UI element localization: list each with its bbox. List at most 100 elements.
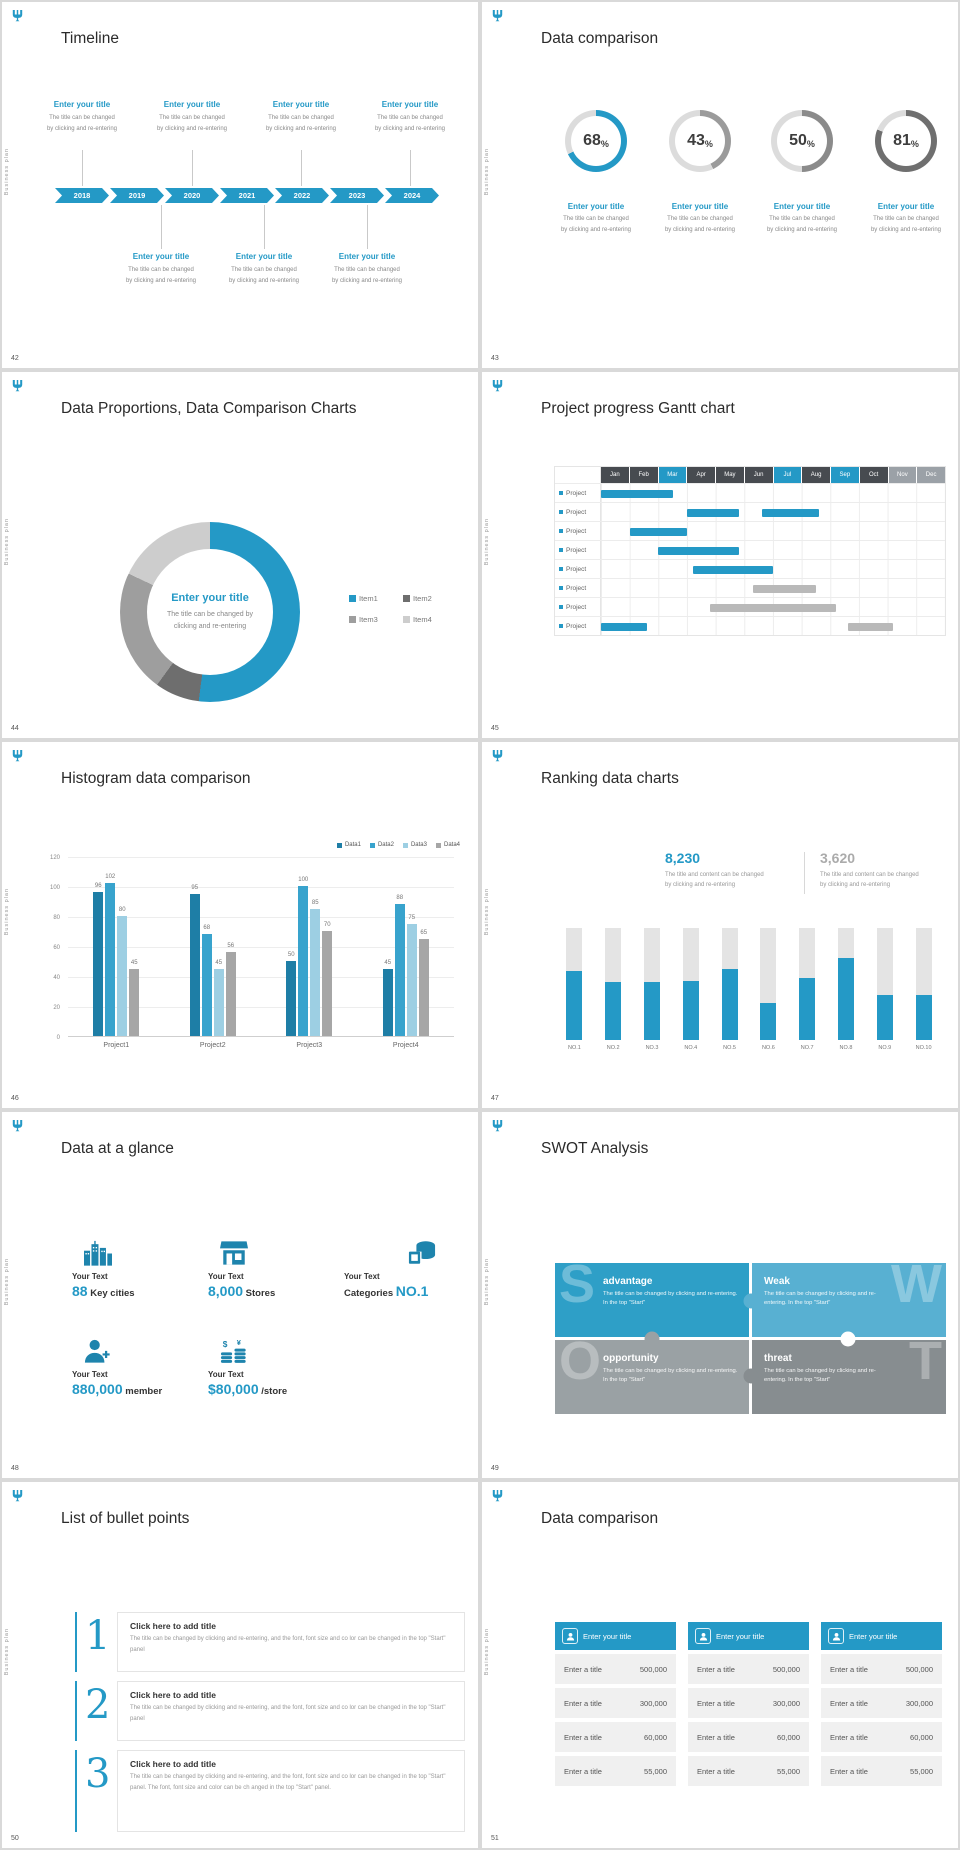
bar-group: 96 102 80 45 — [68, 857, 165, 1036]
bar: 65 — [418, 930, 429, 1036]
slide-histogram[interactable]: Business plan Histogram data comparison … — [2, 742, 478, 1108]
swot-body: The title can be changed by clicking and… — [764, 1368, 876, 1383]
kpi-desc: by clicking and re-entering — [870, 226, 942, 233]
swot-body: The title can be changed by clicking and… — [603, 1368, 738, 1383]
slide-donut-chart[interactable]: Business plan Data Proportions, Data Com… — [2, 372, 478, 738]
gantt-corner-cell — [555, 467, 601, 483]
data-row: Enter a title 60,000 — [555, 1722, 676, 1752]
gantt-row-label: Project — [555, 598, 601, 616]
kpi-title: Enter your title — [877, 202, 935, 211]
bar-value-label: 45 — [215, 959, 223, 966]
kpi-desc: by clicking and re-entering — [560, 226, 632, 233]
x-axis-label: Project1 — [103, 1042, 130, 1049]
bullet-item: 1 Click here to add title The title can be… — [75, 1612, 465, 1672]
progress-ring-unit: % — [910, 138, 919, 149]
stat-label: Your Text — [72, 1370, 108, 1379]
slide-title: SWOT Analysis — [541, 1140, 649, 1157]
donut-center: Enter your title The title can be changed… — [147, 549, 273, 675]
column-header: Enter your title — [555, 1622, 676, 1650]
bar-value-label: 75 — [408, 914, 416, 921]
swot-watermark-letter: T — [909, 1340, 942, 1391]
slide-gantt-chart[interactable]: Business plan Project progress Gantt cha… — [482, 372, 958, 738]
gantt-bar — [687, 508, 739, 517]
timeline-year-chevron: 2022 — [275, 188, 329, 203]
data-row-label: Enter a title — [564, 1766, 602, 1776]
bullet-square-icon — [559, 624, 563, 628]
legend-label: Data4 — [443, 842, 460, 848]
legend-item: Data2 — [369, 842, 394, 848]
ranking-stat-secondary: 3,620 The title and content can be change… — [820, 850, 919, 890]
gantt-row-label-text: Project — [566, 527, 587, 535]
gantt-row-grid — [601, 617, 945, 635]
bar: 80 — [117, 907, 128, 1036]
slide-bullet-points[interactable]: Business plan List of bullet points 1 Cli… — [2, 1482, 478, 1848]
data-row-label: Enter a title — [830, 1664, 868, 1674]
stat-unit: Categories — [344, 1288, 396, 1299]
bullet-heading: Click here to add title — [130, 1690, 216, 1700]
y-axis-label: 120 — [49, 855, 60, 861]
legend-item: Item4 — [403, 615, 457, 624]
bullet-text-box: Click here to add title The title can be … — [117, 1750, 465, 1832]
brand-logo-icon — [11, 1119, 24, 1132]
ranking-column: NO.4 — [671, 928, 710, 1051]
puzzle-knob-icon — [743, 1293, 758, 1309]
gantt-month-cell: Oct — [859, 467, 889, 483]
bullet-square-icon — [559, 510, 563, 514]
columns-canvas: Enter your title Enter a title 500,000 Ente… — [482, 1482, 958, 1848]
slide-timeline[interactable]: Business plan Timeline 2018 2019 2020 2021 2… — [2, 2, 478, 368]
data-row: Enter a title 55,000 — [821, 1756, 942, 1786]
stat-value: 3,620 — [820, 850, 856, 866]
slide-ranking-chart[interactable]: Business plan Ranking data charts 8,230 T… — [482, 742, 958, 1108]
data-row-value: 55,000 — [910, 1766, 933, 1776]
data-row: Enter a title 60,000 — [821, 1722, 942, 1752]
gantt-row-label-text: Project — [566, 622, 587, 630]
bar-group: 45 88 75 65 — [358, 857, 455, 1036]
timeline-entry-desc: by clicking and re-entering — [265, 125, 337, 132]
bar-value-label: 96 — [94, 883, 102, 889]
slide-data-comparison-columns[interactable]: Business plan Data comparison Enter your… — [482, 1482, 958, 1848]
bullet-number: 3 — [85, 1751, 111, 1797]
progress-ring-value: 81 — [893, 132, 911, 149]
x-axis-labels: Project1 Project2 Project3 Project4 — [68, 1042, 454, 1049]
slide-data-comparison-rings[interactable]: Business plan Data comparison 68% Enter y… — [482, 2, 958, 368]
stat-desc: The title and content can be changed — [665, 872, 764, 878]
brand-logo-icon — [11, 9, 24, 22]
chart-legend: Data1 Data2 Data3 Data4 — [336, 842, 460, 848]
timeline-entry-desc: by clicking and re-entering — [228, 277, 300, 284]
stat-item: $ ¥ Your Text $80,000 /store — [208, 1338, 342, 1397]
timeline-entry-title: Enter your title — [381, 100, 439, 109]
data-row: Enter a title 500,000 — [688, 1654, 809, 1684]
kpi-desc: by clicking and re-entering — [664, 226, 736, 233]
comparison-column: Enter your title Enter a title 500,000 Ente… — [821, 1622, 942, 1786]
timeline-connector-line — [301, 150, 302, 186]
legend-swatch-icon — [336, 842, 342, 848]
store-icon — [220, 1240, 342, 1268]
ranking-column: NO.1 — [555, 928, 594, 1051]
legend-item: Item1 — [349, 594, 403, 603]
column-header: Enter your title — [688, 1622, 809, 1650]
y-axis-label: 40 — [53, 975, 60, 981]
comparison-columns: Enter your title Enter a title 500,000 Ente… — [555, 1622, 942, 1786]
page-number: 48 — [11, 1465, 19, 1472]
bar-fill — [876, 995, 893, 1040]
gantt-row-label: Project — [555, 484, 601, 502]
stat-divider — [804, 852, 805, 894]
data-row: Enter a title 300,000 — [688, 1688, 809, 1718]
data-row-label: Enter a title — [697, 1732, 735, 1742]
bullet-body: The title can be changed by clicking and… — [130, 1774, 446, 1791]
slide-data-at-a-glance[interactable]: Business plan Data at a glance Your Text… — [2, 1112, 478, 1478]
data-row: Enter a title 300,000 — [555, 1688, 676, 1718]
stat-unit: Stores — [243, 1288, 276, 1299]
bullet-square-icon — [559, 567, 563, 571]
progress-ring: 43% — [669, 110, 731, 172]
slide-title: Data Proportions, Data Comparison Charts — [61, 400, 357, 417]
timeline-entry-top: Enter your title The title can be changed… — [244, 100, 358, 135]
timeline-year-chevron: 2018 — [55, 188, 109, 203]
timeline-bar: 2018 2019 2020 2021 2022 2023 2024 — [55, 188, 440, 203]
timeline-entry-desc: The title can be changed — [268, 115, 334, 121]
gantt-month-cell: May — [716, 467, 745, 483]
stat-item: Your Text 8,000 Stores — [208, 1240, 342, 1299]
kpi-desc: by clicking and re-entering — [766, 226, 838, 233]
